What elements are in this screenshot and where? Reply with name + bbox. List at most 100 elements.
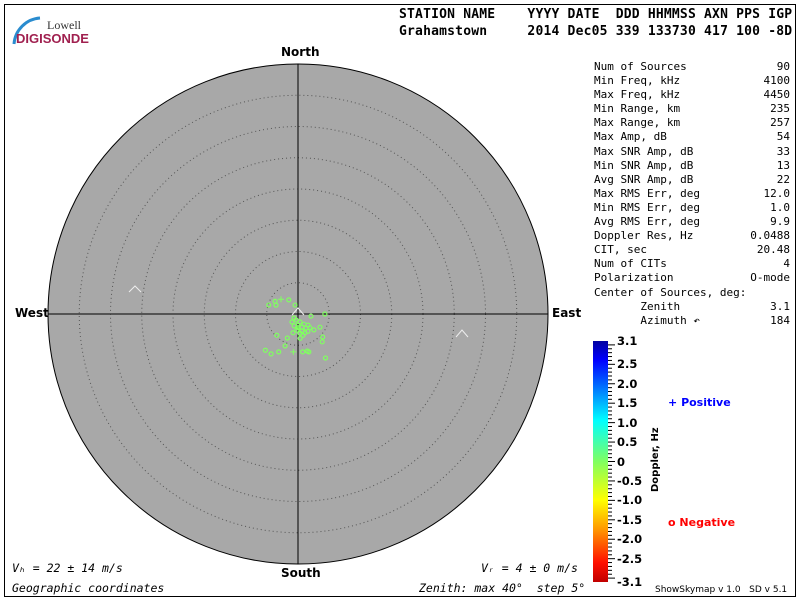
source-point [307, 325, 313, 331]
stat-row: CIT, sec 20.48 [594, 243, 790, 257]
logo-lowell: Lowell [47, 18, 81, 32]
stat-row: Min RMS Err, deg 1.0 [594, 201, 790, 215]
source-point [282, 343, 288, 349]
plot-frame [4, 4, 796, 597]
stat-value: 54 [776, 130, 790, 144]
colorbar-tick-label: -1.0 [617, 493, 643, 508]
colorbar-ticks [608, 344, 615, 579]
colorbar-tick-label: 2.5 [617, 357, 638, 372]
stat-value: 235 [770, 102, 790, 116]
label-west: West [15, 306, 49, 320]
colorbar-tick-label: 3.1 [617, 334, 638, 348]
stat-label: Num of Sources [594, 60, 687, 73]
header-labels: STATION NAME YYYY DATE DDD HHMMSS AXN PP… [399, 7, 793, 22]
stat-row: Num of CITs 4 [594, 257, 790, 271]
source-points [262, 296, 329, 361]
stat-label: Min Range, km [594, 102, 681, 116]
source-point [319, 339, 325, 345]
source-point [274, 332, 280, 338]
source-point [306, 349, 312, 355]
stat-label: Polarization [594, 271, 674, 285]
colorbar-tick-label: 2.0 [617, 376, 638, 391]
stat-row: Min Range, km 235 [594, 102, 790, 116]
stat-label: Max Range, km [594, 116, 681, 130]
stat-value: 12.0 [763, 186, 791, 200]
horizontal-velocity: Vₕ = 22 ± 14 m/s [12, 561, 123, 575]
source-point [290, 348, 297, 355]
colorbar-tick-label: 0.5 [617, 435, 638, 450]
stat-label: Doppler Res, Hz [594, 229, 694, 243]
stat-label: Center of Sources, deg: [594, 285, 747, 299]
source-point [294, 327, 300, 333]
stat-label: Min Freq, kHz [594, 74, 681, 88]
source-point [276, 349, 282, 355]
source-point [317, 324, 323, 330]
stat-row: Min SNR Amp, dB 13 [594, 159, 790, 173]
source-point [302, 330, 308, 336]
colorbar-tick-label: -2.5 [617, 551, 643, 566]
source-point [293, 317, 299, 323]
stat-row: Num of Sources 90 [594, 60, 790, 74]
stat-value: 257 [770, 116, 790, 130]
source-point [311, 327, 317, 333]
source-point [278, 296, 285, 303]
chevron-marker [291, 307, 305, 316]
stat-row: Doppler Res, Hz 0.0488 [594, 229, 790, 243]
header-values: Grahamstown 2014 Dec05 339 133730 417 10… [399, 24, 793, 39]
circle-icon: o [668, 516, 676, 529]
stat-label: Max RMS Err, deg [594, 186, 700, 200]
stat-value: 9.9 [770, 215, 790, 229]
source-point [268, 351, 274, 357]
stat-label: Max Amp, dB [594, 130, 667, 144]
stat-label: Num of CITs [594, 257, 667, 271]
label-east: East [552, 306, 582, 320]
source-point [266, 302, 272, 308]
doppler-colorbar [593, 341, 608, 582]
stat-row: Max Amp, dB 54 [594, 130, 790, 144]
stat-label: Max Freq, kHz [594, 88, 681, 102]
logo-arc-icon [12, 16, 41, 45]
stat-value: 33 [776, 144, 790, 158]
stat-label: Max SNR Amp, dB [594, 144, 694, 158]
chevron-marker [455, 329, 469, 338]
stat-value: 90 [776, 60, 790, 73]
stat-label: Min RMS Err, deg [594, 200, 700, 214]
legend-negative: o Negative [668, 516, 736, 529]
stat-value: 13 [776, 158, 790, 172]
stat-row: Max Range, km 257 [594, 116, 790, 130]
source-point [290, 330, 296, 336]
stat-value: 4450 [763, 88, 791, 102]
stat-row: Max RMS Err, deg 12.0 [594, 187, 790, 201]
source-point [300, 349, 306, 355]
colorbar-tick-label: -1.5 [617, 512, 643, 527]
coordinates-note: Geographic coordinates [12, 581, 165, 595]
logo-digisonde: DIGISONDE [16, 31, 89, 46]
source-point [292, 302, 298, 308]
zenith-note: Zenith: max 40° step 5° [419, 581, 586, 595]
stat-row: Center of Sources, deg: [594, 286, 790, 300]
source-point [289, 319, 295, 325]
stat-label: Zenith [594, 299, 681, 313]
colorbar-label: Doppler, Hz [650, 427, 661, 492]
chevron-marker [128, 285, 142, 293]
source-point [262, 347, 268, 353]
source-point [284, 335, 290, 341]
source-point [308, 313, 314, 319]
source-point [322, 311, 328, 317]
colorbar-tick-label: -3.1 [617, 575, 643, 589]
stat-row: Min Freq, kHz 4100 [594, 74, 790, 88]
stat-value: 4 [783, 257, 790, 271]
stat-row: Max Freq, kHz 4450 [594, 88, 790, 102]
stat-label: Avg SNR Amp, dB [594, 172, 694, 186]
source-point [272, 298, 278, 304]
stat-row: Azimuth ↶ 184 [594, 314, 790, 328]
stat-row: Zenith 3.1 [594, 300, 790, 314]
stat-label: Min SNR Amp, dB [594, 158, 694, 172]
source-point [297, 325, 304, 332]
stat-label: Azimuth ↶ [594, 313, 700, 327]
plus-icon: + [668, 396, 678, 409]
stat-row: Avg RMS Err, deg 9.9 [594, 215, 790, 229]
source-point [286, 297, 292, 303]
colorbar-tick-label: -0.5 [617, 473, 643, 488]
source-point [291, 323, 297, 329]
